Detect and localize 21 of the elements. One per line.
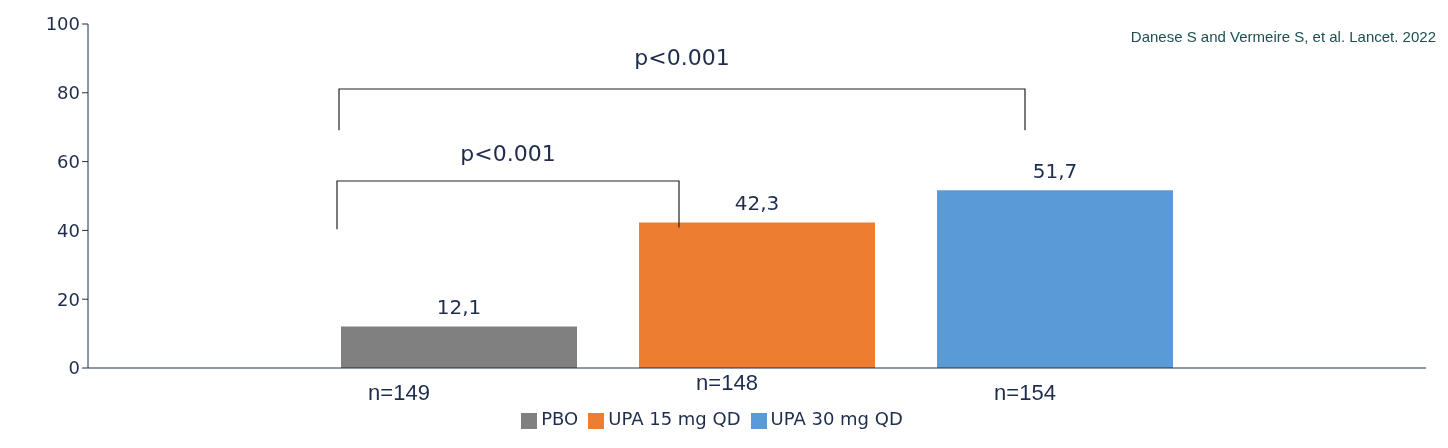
annotation: p<0.001 bbox=[460, 140, 556, 166]
y-tick-label: 80 bbox=[57, 82, 80, 104]
data-label: 51,7 bbox=[1032, 159, 1078, 184]
text: n=154 bbox=[994, 380, 1056, 406]
y-tick-label: 60 bbox=[57, 150, 80, 172]
bar bbox=[341, 326, 577, 368]
y-tick-label: 100 bbox=[45, 13, 80, 35]
y-tick-label: 40 bbox=[57, 219, 80, 241]
annotation: Danese S and Vermeire S, et al. Lancet. 2022 bbox=[1130, 28, 1436, 45]
legend-label: UPA 15 mg QD bbox=[608, 408, 741, 429]
annotation: p<0.001 bbox=[634, 45, 730, 71]
y-tick-label: 0 bbox=[68, 357, 80, 379]
text: n=148 bbox=[696, 370, 758, 396]
legend-label: UPA 30 mg QD bbox=[770, 408, 903, 429]
data-label: 12,1 bbox=[436, 295, 482, 320]
data-label: 42,3 bbox=[734, 191, 780, 216]
bar bbox=[639, 222, 875, 368]
y-tick-label: 20 bbox=[57, 288, 80, 310]
bar bbox=[937, 190, 1173, 368]
text: n=149 bbox=[368, 380, 430, 406]
legend-label: PBO bbox=[541, 408, 579, 429]
